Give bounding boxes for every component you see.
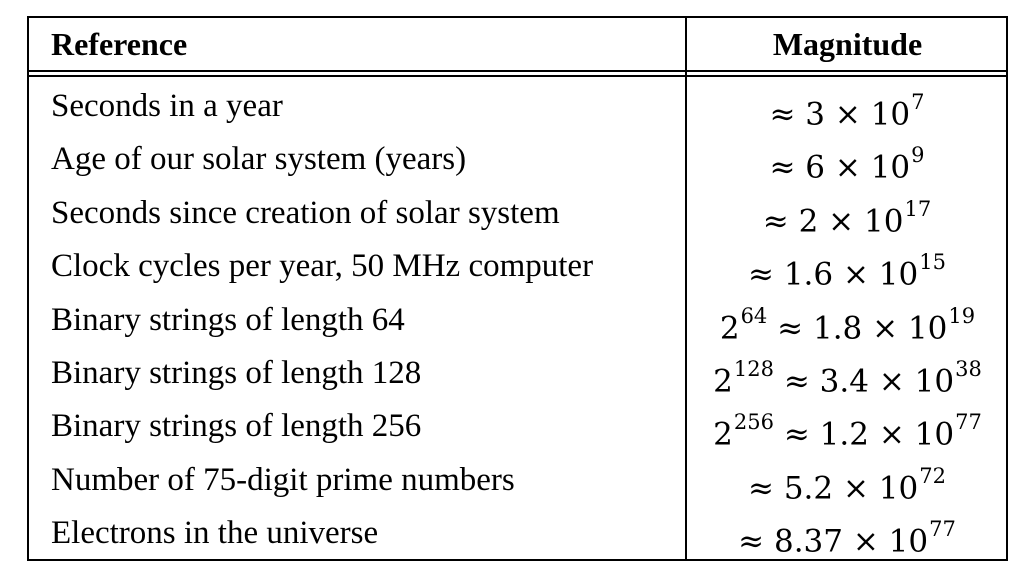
reference-cell: Binary strings of length 128 — [51, 354, 422, 391]
magnitude-cell: ≈ 2 × 1017 — [762, 196, 932, 240]
table-row: Age of our solar system (years) ≈ 6 × 10… — [29, 133, 1006, 186]
table-row: Binary strings of length 128 2128 ≈ 3.4 … — [29, 347, 1006, 400]
magnitude-cell: ≈ 3 × 107 — [769, 90, 925, 133]
table-row: Clock cycles per year, 50 MHz computer ≈… — [29, 240, 1006, 293]
header-rule-bottom — [29, 75, 1006, 77]
table-row: Binary strings of length 256 2256 ≈ 1.2 … — [29, 400, 1006, 453]
reference-cell: Binary strings of length 256 — [51, 408, 422, 445]
column-divider — [685, 18, 687, 559]
reference-cell: Clock cycles per year, 50 MHz computer — [51, 248, 594, 285]
table-body: Seconds in a year ≈ 3 × 107 Age of our s… — [29, 80, 1006, 561]
reference-cell: Electrons in the universe — [51, 515, 379, 552]
table-row: Binary strings of length 64 264 ≈ 1.8 × … — [29, 294, 1006, 347]
magnitude-cell: ≈ 6 × 109 — [769, 143, 925, 186]
table-row: Electrons in the universe ≈ 8.37 × 1077 — [29, 507, 1006, 560]
header-rule-top — [29, 70, 1006, 72]
reference-cell: Binary strings of length 64 — [51, 301, 405, 338]
header-magnitude: Magnitude — [772, 26, 923, 62]
magnitude-cell: ≈ 5.2 × 1072 — [748, 463, 946, 507]
magnitude-cell: ≈ 8.37 × 1077 — [738, 517, 956, 560]
header-reference: Reference — [51, 26, 188, 62]
table-row: Seconds in a year ≈ 3 × 107 — [29, 80, 1006, 133]
table-row: Number of 75-digit prime numbers ≈ 5.2 ×… — [29, 454, 1006, 507]
magnitude-cell: 264 ≈ 1.8 × 1019 — [719, 303, 976, 346]
magnitude-cell: 2256 ≈ 1.2 × 1077 — [713, 410, 982, 453]
reference-cell: Seconds since creation of solar system — [51, 194, 560, 231]
reference-cell: Number of 75-digit prime numbers — [51, 461, 515, 498]
magnitude-cell: 2128 ≈ 3.4 × 1038 — [713, 356, 982, 400]
magnitude-cell: ≈ 1.6 × 1015 — [748, 250, 946, 293]
table-row: Seconds since creation of solar system ≈… — [29, 187, 1006, 240]
magnitude-table: Reference Magnitude Seconds in a year ≈ … — [27, 16, 1008, 561]
reference-cell: Seconds in a year — [51, 88, 283, 124]
reference-cell: Age of our solar system (years) — [51, 141, 467, 178]
